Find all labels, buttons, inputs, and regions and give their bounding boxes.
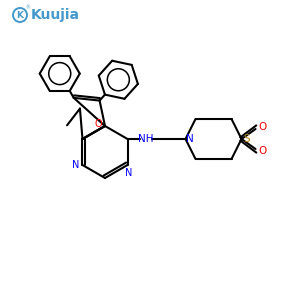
Text: S: S xyxy=(243,134,250,144)
Text: NH: NH xyxy=(138,134,153,144)
Text: O: O xyxy=(258,122,267,132)
Text: N: N xyxy=(72,160,79,170)
Text: ®: ® xyxy=(26,5,30,10)
Text: K: K xyxy=(16,11,23,20)
Text: Kuujia: Kuujia xyxy=(31,8,80,22)
Text: N: N xyxy=(125,168,132,178)
Text: N: N xyxy=(186,134,194,144)
Text: O: O xyxy=(94,119,102,129)
Text: O: O xyxy=(258,146,267,156)
